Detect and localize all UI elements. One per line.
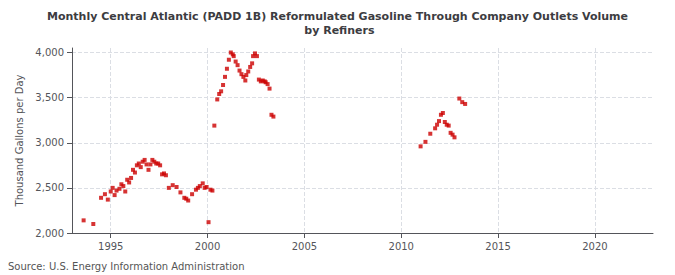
svg-text:3,000: 3,000 (35, 137, 64, 148)
svg-text:2005: 2005 (292, 241, 317, 252)
svg-text:by Refiners: by Refiners (300, 24, 375, 37)
svg-text:2015: 2015 (485, 241, 510, 252)
svg-text:2,500: 2,500 (35, 182, 64, 193)
svg-text:2020: 2020 (582, 241, 607, 252)
svg-text:Source: U.S. Energy Informatio: Source: U.S. Energy Information Administ… (8, 261, 245, 272)
svg-text:Thousand Gallons per Day: Thousand Gallons per Day (14, 74, 25, 207)
svg-text:1995: 1995 (98, 241, 123, 252)
svg-text:2010: 2010 (389, 241, 414, 252)
svg-text:4,000: 4,000 (35, 47, 64, 58)
svg-text:Monthly Central Atlantic (PADD: Monthly Central Atlantic (PADD 1B) Refor… (47, 10, 628, 23)
svg-text:2000: 2000 (195, 241, 220, 252)
svg-text:2,000: 2,000 (35, 228, 64, 239)
svg-text:3,500: 3,500 (35, 92, 64, 103)
